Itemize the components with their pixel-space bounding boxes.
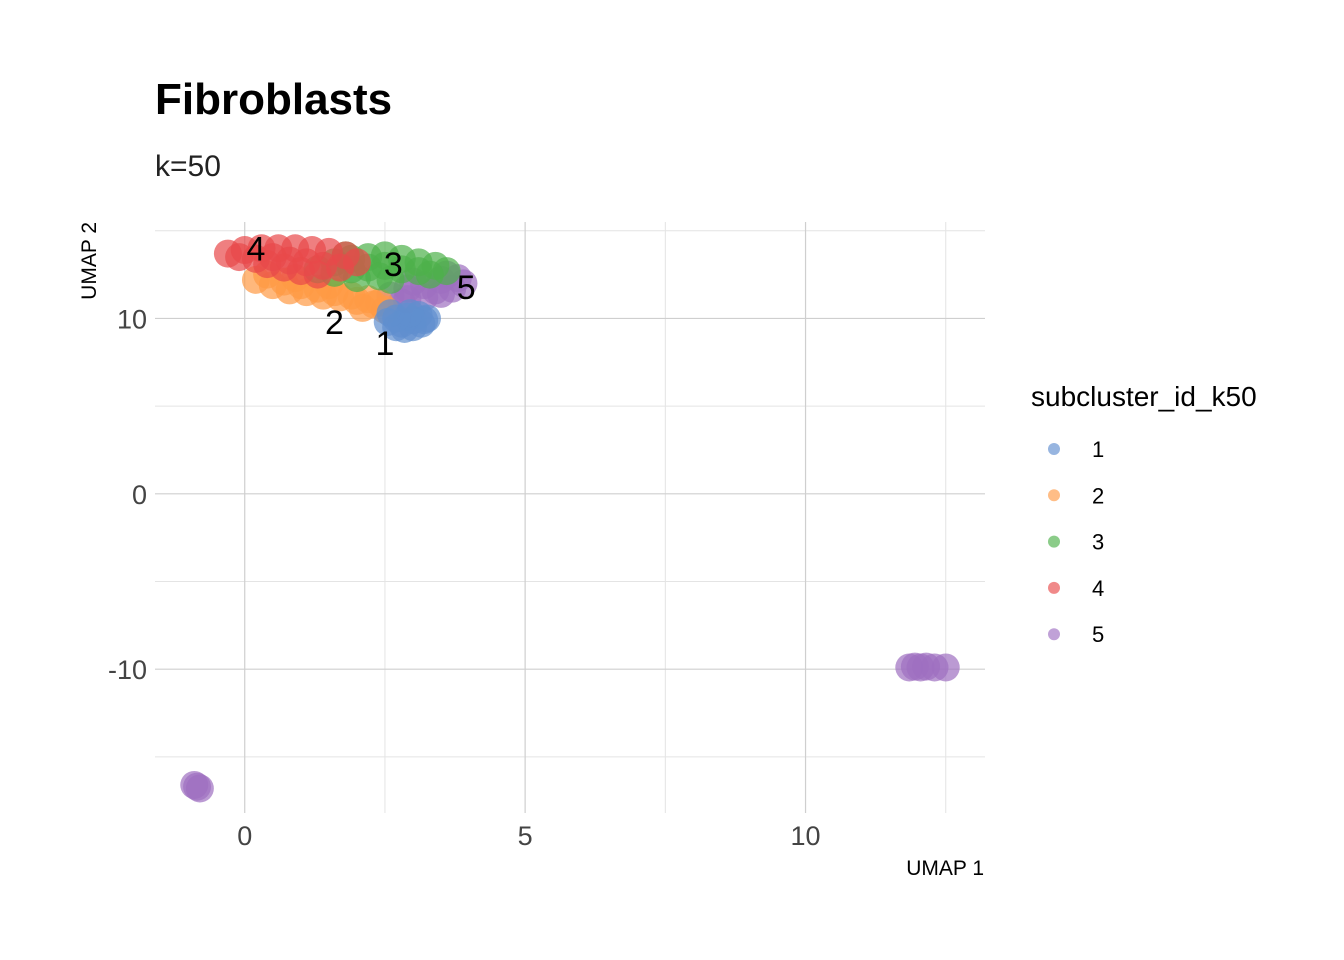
legend-label-2: 2 bbox=[1092, 483, 1104, 508]
legend: subcluster_id_k50 1 2 3 4 5 bbox=[1031, 381, 1257, 647]
x-tick-label: 0 bbox=[237, 821, 252, 851]
data-point-cluster-3 bbox=[415, 260, 444, 289]
data-point-cluster-4 bbox=[326, 253, 355, 282]
y-tick-label: -10 bbox=[108, 655, 147, 685]
legend-label-5: 5 bbox=[1092, 622, 1104, 647]
legend-label-4: 4 bbox=[1092, 576, 1104, 601]
data-point-cluster-1 bbox=[396, 299, 425, 328]
cluster-label-2: 2 bbox=[325, 304, 344, 342]
scatter-points bbox=[180, 234, 960, 803]
y-tick-labels: 10 0 -10 bbox=[108, 304, 147, 685]
legend-items: 1 2 3 4 5 bbox=[1048, 437, 1104, 647]
legend-swatch-2 bbox=[1048, 489, 1060, 502]
cluster-label-5: 5 bbox=[457, 269, 476, 307]
x-tick-label: 10 bbox=[791, 821, 821, 851]
y-tick-label: 10 bbox=[117, 304, 147, 334]
legend-label-1: 1 bbox=[1092, 437, 1104, 462]
data-point-cluster-4 bbox=[303, 260, 332, 289]
cluster-label-3: 3 bbox=[384, 246, 403, 284]
legend-label-3: 3 bbox=[1092, 530, 1104, 555]
cluster-labels: 12 3 4 5 bbox=[246, 230, 475, 363]
x-axis-label: UMAP 1 bbox=[906, 857, 984, 880]
data-point-cluster-2 bbox=[348, 293, 377, 322]
legend-title: subcluster_id_k50 bbox=[1031, 381, 1257, 412]
data-point-cluster-5 bbox=[931, 653, 960, 682]
chart-title: Fibroblasts bbox=[155, 75, 392, 124]
y-axis-label: UMAP 2 bbox=[78, 222, 101, 300]
legend-swatch-5 bbox=[1048, 628, 1060, 641]
grid-lines bbox=[155, 222, 985, 813]
cluster-label-4: 4 bbox=[246, 230, 265, 268]
legend-swatch-4 bbox=[1048, 581, 1060, 594]
x-tick-labels: 0 5 10 bbox=[237, 821, 820, 851]
legend-swatch-1 bbox=[1048, 443, 1060, 455]
x-tick-label: 5 bbox=[518, 821, 533, 851]
legend-swatch-3 bbox=[1048, 535, 1060, 548]
y-tick-label: 0 bbox=[132, 480, 147, 510]
data-point-cluster-3 bbox=[376, 265, 405, 294]
chart-subtitle: k=50 bbox=[155, 150, 221, 183]
data-point-cluster-4 bbox=[225, 243, 254, 272]
cluster-label-1: 1 bbox=[375, 325, 394, 363]
data-point-cluster-5 bbox=[185, 774, 214, 803]
